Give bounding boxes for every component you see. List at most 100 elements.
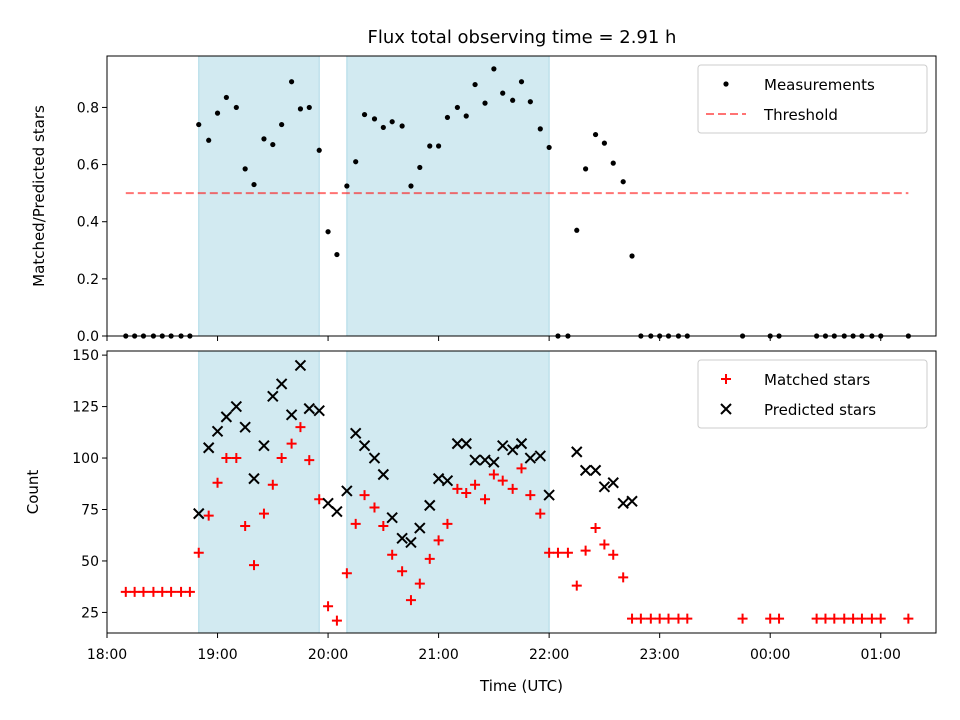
measurement-point — [288, 79, 295, 85]
measurement-point — [316, 147, 322, 153]
measurement-point — [214, 110, 221, 116]
matched-star-point — [562, 547, 573, 558]
matched-star-point — [516, 463, 527, 474]
measurement-point — [574, 227, 580, 233]
matched-star-point — [286, 438, 297, 449]
measurement-point — [510, 97, 516, 103]
measurement-point — [463, 113, 469, 119]
predicted-star-point — [506, 444, 519, 456]
x-tick-label: 23:00 — [639, 647, 679, 663]
legend-predicted-marker — [720, 403, 732, 415]
measurement-point — [270, 141, 276, 148]
top-axes-frame — [106, 55, 937, 337]
x-tick-label: 00:00 — [750, 647, 790, 663]
matched-star-point — [148, 586, 159, 597]
predicted-star-point — [451, 437, 464, 450]
matched-star-point — [350, 518, 361, 529]
top-y-tick-label: 0.2 — [77, 272, 99, 288]
legend-matched-marker — [721, 374, 731, 384]
predicted-star-point — [589, 464, 602, 477]
legend-label: Predicted stars — [764, 401, 876, 419]
measurement-point — [444, 114, 451, 121]
matched-star-point — [682, 613, 693, 624]
measurement-point — [251, 181, 257, 188]
measurement-point — [592, 131, 599, 138]
bottom-y-tick-label: 50 — [81, 554, 99, 570]
measurement-point — [482, 100, 488, 106]
predicted-star-point — [303, 402, 315, 415]
measurement-point — [620, 179, 626, 185]
matched-star-point — [176, 586, 187, 597]
predicted-star-point — [275, 378, 288, 390]
matched-star-point — [387, 549, 398, 560]
matched-star-point — [774, 613, 785, 624]
measurement-point — [472, 81, 478, 88]
measurement-point — [233, 104, 239, 111]
matched-star-point — [193, 547, 204, 558]
chart-title: Flux total observing time = 2.91 h — [368, 27, 677, 48]
bottom-y-tick-label: 100 — [72, 451, 99, 467]
predicted-star-point — [349, 427, 362, 440]
matched-star-point — [544, 547, 555, 558]
predicted-star-point — [239, 421, 251, 433]
legend-label: Threshold — [763, 106, 838, 124]
measurement-point — [353, 159, 359, 165]
predicted-star-point — [368, 452, 381, 464]
measurement-point — [399, 123, 405, 129]
predicted-star-point — [424, 499, 436, 512]
bottom-y-tick-label: 25 — [81, 605, 99, 621]
measurement-point — [436, 143, 442, 149]
matched-star-point — [673, 613, 684, 624]
matched-star-point — [848, 613, 859, 624]
predicted-star-point — [479, 454, 491, 466]
top-legend: Measurements Threshold — [697, 64, 928, 134]
measurement-point — [334, 251, 340, 258]
predicted-star-point — [230, 400, 243, 413]
x-axis-label: Time (UTC) — [479, 677, 563, 695]
matched-star-point — [765, 613, 776, 624]
matched-star-point — [507, 483, 518, 494]
predicted-star-point — [460, 437, 472, 450]
predicted-star-point — [515, 437, 528, 450]
matched-star-point — [829, 613, 840, 624]
predicted-star-point — [248, 472, 260, 485]
measurement-point — [518, 79, 525, 85]
top-legend-box — [697, 64, 928, 134]
bottom-y-tick-label: 150 — [72, 348, 99, 364]
measurement-point — [261, 136, 267, 142]
predicted-star-point — [571, 446, 583, 458]
bottom-shaded-interval — [346, 350, 550, 634]
x-tick-label: 19:00 — [197, 647, 237, 663]
measurement-point — [601, 140, 608, 146]
matched-star-point — [497, 475, 508, 486]
matched-star-point — [359, 490, 370, 501]
predicted-star-point — [331, 505, 343, 518]
measurement-point — [242, 166, 248, 172]
x-tick-label: 21:00 — [418, 647, 458, 663]
measurement-point — [371, 116, 378, 122]
bottom-legend: Matched stars Predicted stars — [697, 359, 928, 429]
matched-star-point — [663, 613, 674, 624]
predicted-star-point — [405, 536, 417, 549]
matched-star-point — [480, 494, 491, 505]
legend-label: Matched stars — [764, 371, 870, 389]
matched-star-point — [599, 539, 610, 550]
measurement-point — [500, 90, 506, 96]
matched-star-point — [903, 613, 914, 624]
x-tick-label: 22:00 — [529, 647, 569, 663]
bottom-panel: 25 50 75 100 125 150 18:00 19:00 20:00 21:00 22:00… — [24, 348, 937, 695]
matched-star-point — [397, 566, 408, 577]
top-y-axis-label: Matched/Predicted stars — [30, 105, 48, 287]
bottom-y-tick-label: 125 — [72, 400, 99, 416]
measurement-point — [417, 164, 423, 171]
matched-star-point — [138, 586, 149, 597]
x-tick-label: 20:00 — [308, 647, 348, 663]
matched-star-point — [552, 547, 563, 558]
matched-star-point — [231, 453, 242, 464]
matched-star-point — [654, 613, 665, 624]
matched-star-point — [737, 613, 748, 624]
matched-star-point — [129, 586, 140, 597]
measurement-point — [325, 229, 331, 235]
matched-star-point — [635, 613, 646, 624]
